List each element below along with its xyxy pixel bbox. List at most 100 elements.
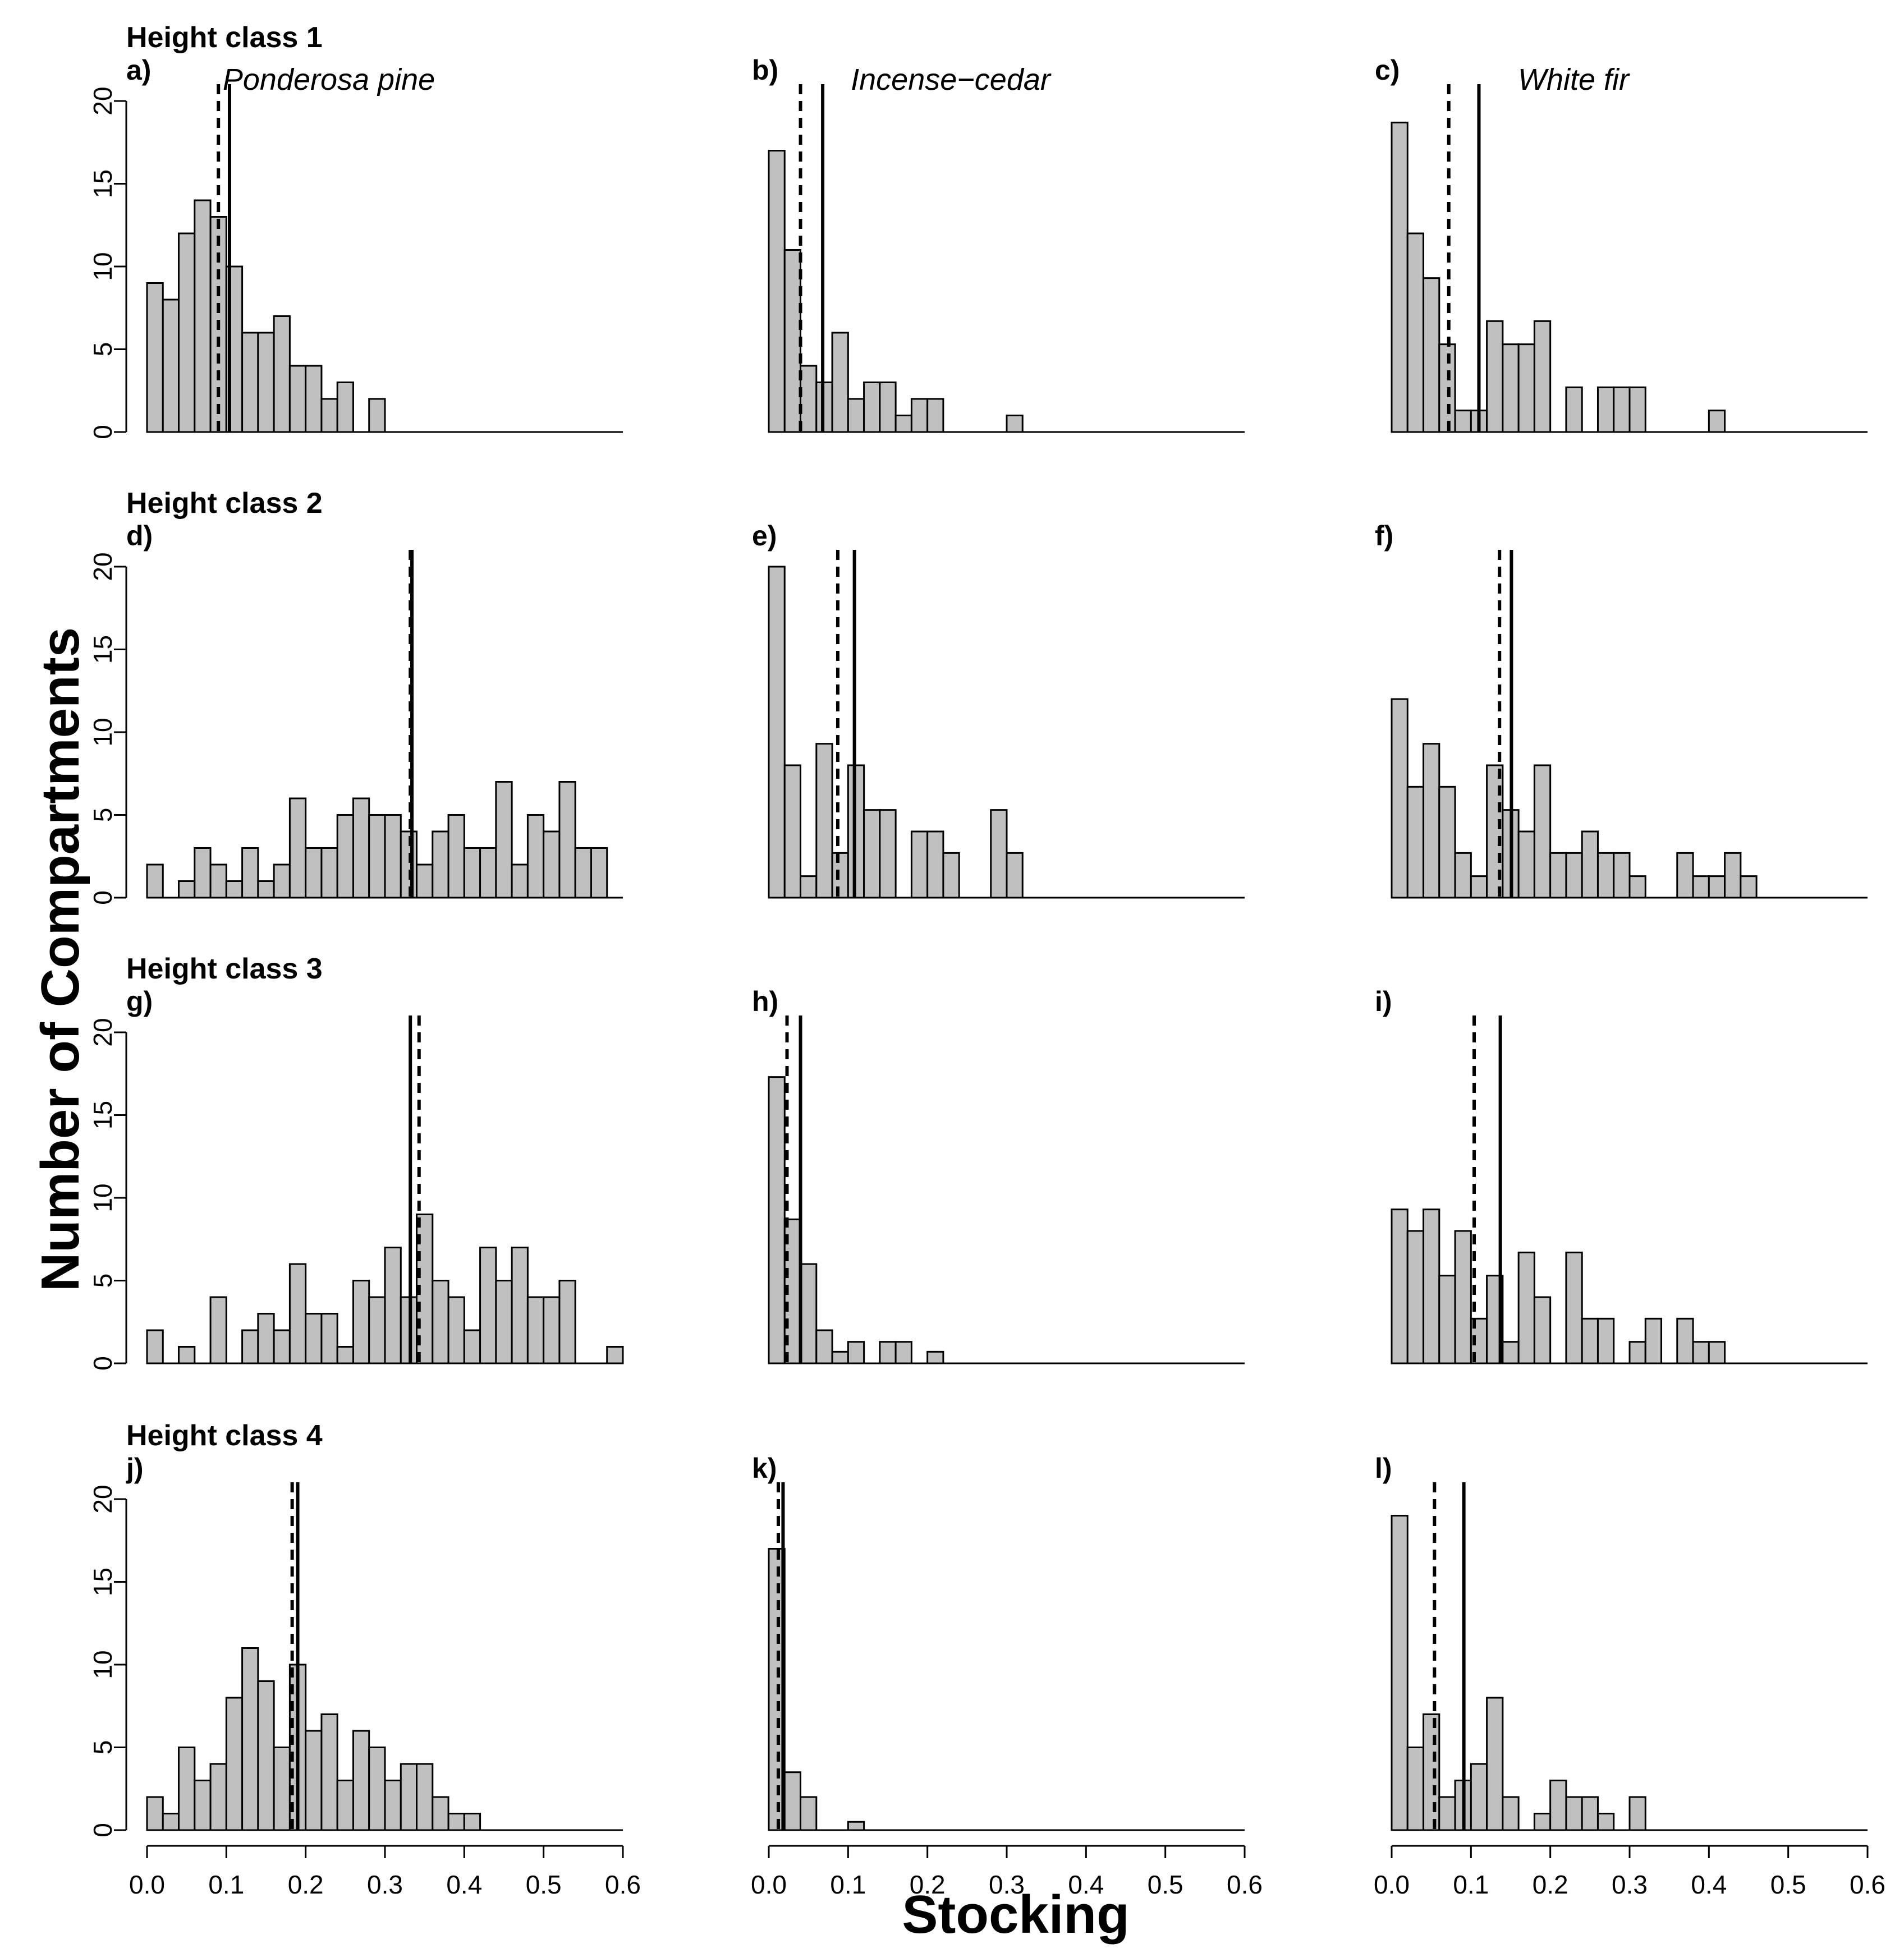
histogram-bar — [1708, 875, 1726, 899]
y-tick-label: 20 — [88, 552, 117, 581]
histogram-bar — [1628, 875, 1646, 899]
histogram-bar — [558, 1280, 576, 1364]
x-axis-title: Stocking — [902, 1885, 1129, 1945]
histogram-bar — [479, 1247, 497, 1364]
histogram-bar — [209, 1296, 227, 1364]
histogram-bar — [1533, 1296, 1552, 1364]
histogram-bar — [1708, 1341, 1726, 1364]
histogram-bar — [1549, 852, 1567, 899]
histogram-bar — [831, 852, 849, 899]
panel-i: i) — [1375, 986, 1868, 1364]
panel-e: e) — [752, 520, 1245, 899]
histogram-bar — [336, 1346, 354, 1364]
row-title: Height class 3 — [126, 953, 323, 985]
histogram-bar — [368, 398, 386, 433]
histogram-bar — [1628, 1796, 1646, 1831]
histogram-bar — [1406, 785, 1425, 899]
y-tick-label: 10 — [88, 252, 117, 281]
histogram-bar — [1486, 320, 1504, 433]
panel-label: d) — [126, 520, 153, 552]
x-tick-label: 0.1 — [1453, 1870, 1489, 1899]
histogram-bar — [800, 875, 818, 899]
histogram-bar — [800, 1263, 818, 1364]
histogram-bar — [463, 1329, 481, 1364]
histogram-bar — [1486, 1697, 1504, 1831]
x-tick-label: 0.6 — [1850, 1870, 1885, 1899]
histogram-bar — [1549, 1780, 1567, 1831]
histogram-bar — [1613, 852, 1631, 899]
histogram-bar — [288, 797, 307, 899]
y-tick-label: 5 — [88, 808, 117, 822]
histogram-bar — [1628, 386, 1646, 433]
histogram-bar — [1676, 852, 1694, 899]
histogram-bar — [543, 1296, 561, 1364]
histogram-bar — [194, 847, 212, 899]
histogram-bar — [926, 830, 944, 899]
histogram-bar — [162, 1813, 180, 1831]
y-tick-label: 0 — [88, 890, 117, 905]
x-tick-label: 0.3 — [1612, 1870, 1648, 1899]
histogram-bar — [558, 781, 576, 899]
histogram-bar — [606, 1346, 624, 1364]
histogram-bar — [1533, 764, 1552, 899]
histogram-bar — [1470, 875, 1488, 899]
histogram-bar — [1596, 852, 1615, 899]
histogram-bar — [146, 282, 164, 433]
histogram-bar — [1596, 386, 1615, 433]
x-tick-label: 0.5 — [526, 1870, 562, 1899]
histogram-bar — [783, 249, 802, 433]
histogram-bar — [288, 1263, 307, 1364]
y-tick-label: 5 — [88, 1740, 117, 1755]
histogram-bar — [847, 1341, 865, 1364]
histogram-bar — [194, 1780, 212, 1831]
histogram-bar — [368, 1747, 386, 1831]
histogram-bar — [1676, 1317, 1694, 1364]
y-tick-label: 0 — [88, 1823, 117, 1837]
histogram-bar — [257, 332, 275, 433]
histogram-bar — [1454, 1230, 1472, 1364]
histogram-bar — [894, 415, 912, 433]
histogram-bar — [336, 814, 354, 899]
histogram-bar — [879, 809, 897, 899]
species-title: Ponderosa pine — [223, 63, 435, 96]
y-tick-label: 0 — [88, 425, 117, 439]
panel-label: i) — [1375, 986, 1392, 1017]
x-tick-label: 0.4 — [446, 1870, 482, 1899]
x-tick-label: 0.6 — [605, 1870, 641, 1899]
species-title: White fir — [1518, 63, 1630, 96]
histogram-bar — [305, 1313, 323, 1364]
panel-label: g) — [126, 986, 153, 1017]
histogram-bar — [257, 880, 275, 899]
histogram-bar — [768, 150, 786, 433]
y-tick-label: 5 — [88, 342, 117, 357]
histogram-bar — [1406, 232, 1425, 433]
histogram-bar — [942, 852, 960, 899]
histogram-bar — [815, 1329, 833, 1364]
row-title: Height class 4 — [126, 1419, 323, 1452]
histogram-bar — [447, 814, 465, 899]
histogram-bar — [305, 1730, 323, 1831]
histogram-bar — [209, 1763, 227, 1831]
histogram-bar — [831, 1350, 849, 1364]
histogram-bar — [273, 863, 291, 899]
histogram-bar — [1423, 1713, 1440, 1831]
histogram-bar — [526, 1296, 545, 1364]
histogram-bar — [273, 1747, 291, 1831]
histogram-bar — [194, 199, 212, 433]
histogram-bar — [432, 830, 449, 899]
histogram-bar — [384, 814, 402, 899]
panel-f: f) — [1375, 520, 1868, 899]
y-tick-label: 10 — [88, 1183, 117, 1212]
histogram-bar — [1391, 121, 1408, 433]
histogram-bar — [178, 1747, 196, 1831]
histogram-bar — [1391, 1208, 1408, 1364]
row-title: Height class 1 — [126, 21, 323, 54]
histogram-bar — [1708, 410, 1726, 433]
histogram-bar — [1565, 386, 1583, 433]
row-title: Height class 2 — [126, 487, 323, 520]
histogram-bar — [320, 1713, 338, 1831]
histogram-bar — [1740, 875, 1758, 899]
histogram-bar — [146, 1796, 164, 1831]
histogram-bar — [273, 1329, 291, 1364]
